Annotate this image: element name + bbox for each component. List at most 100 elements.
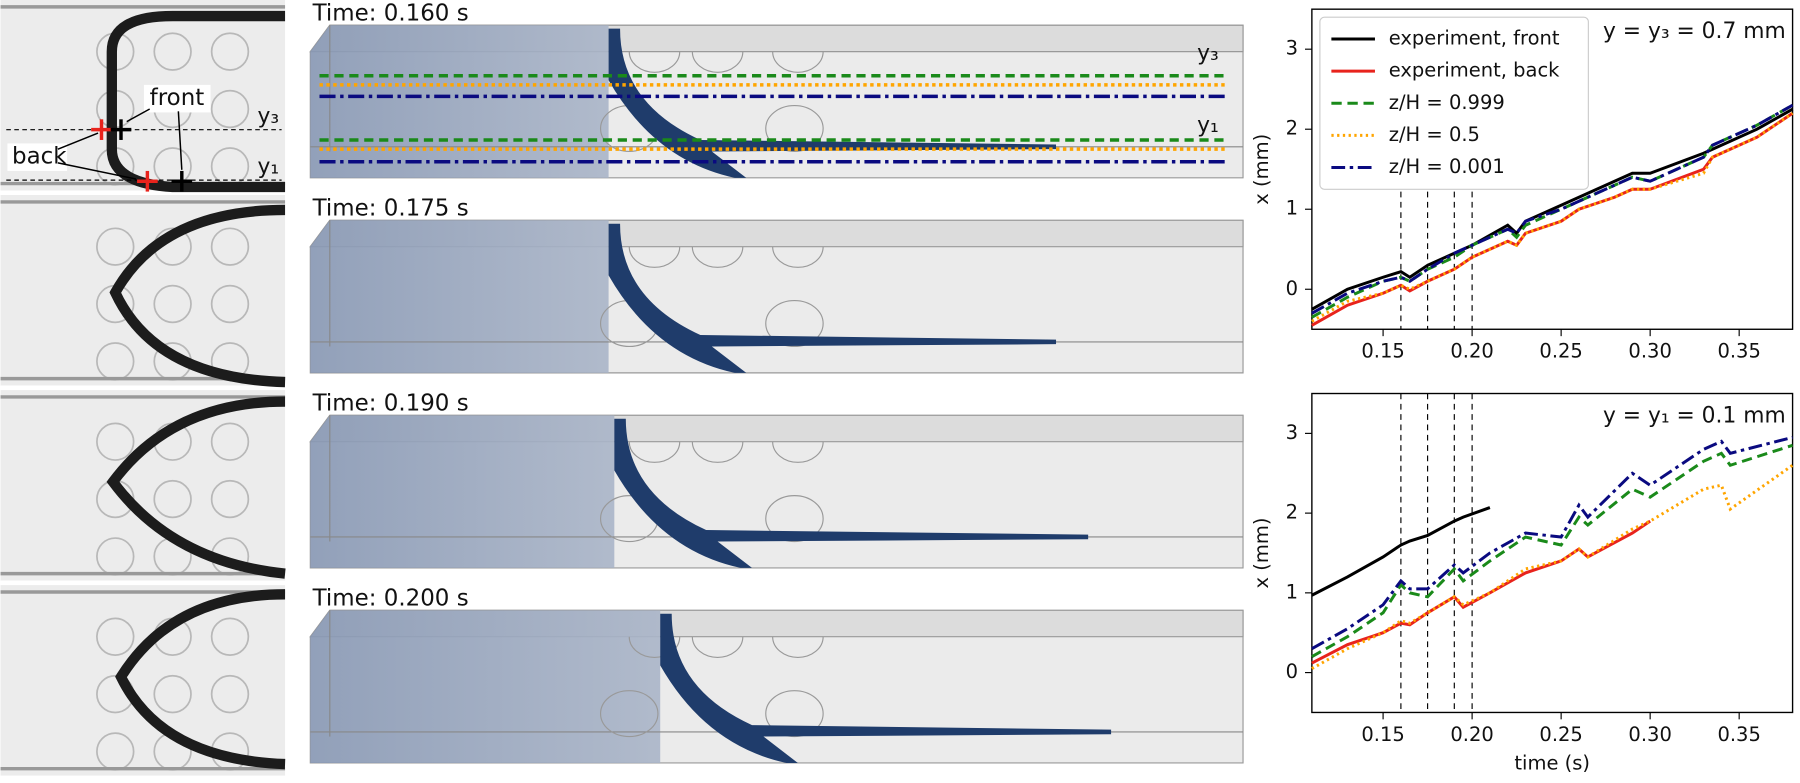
legend-label: experiment, back (1389, 59, 1560, 82)
pillar (628, 636, 681, 658)
pillar (772, 51, 824, 73)
series-line (1311, 111, 1794, 323)
micrograph-bg (0, 585, 286, 776)
pillar (153, 479, 192, 519)
pillar (628, 441, 681, 463)
pillar (210, 32, 250, 71)
filled-region (310, 25, 609, 178)
series-line (1311, 435, 1793, 650)
time-label: Time: 0.175 s (312, 195, 469, 221)
filled-region (310, 610, 661, 763)
label: back (12, 144, 67, 170)
simulation-panels: Time: 0.160 s Time: 0.175 s Time: 0.190 s T… (309, 0, 1244, 764)
legend-label: z/H = 0.001 (1389, 155, 1505, 178)
liquid (660, 613, 1112, 763)
meniscus (115, 589, 286, 770)
label: y₃ (258, 104, 280, 129)
y-tick-label: 2 (1286, 117, 1298, 140)
micrographs: front back y₃ y₁ (0, 0, 286, 776)
y-axis-label: x (mm) (1250, 134, 1273, 205)
filled-region (310, 220, 609, 373)
chart: 0 1 2 3 0.15 0.20 0.25 0.30 0.35 y = y₃ = 0.7 mm x… (1250, 8, 1794, 363)
pillar (765, 690, 824, 738)
y-tick-label: 1 (1286, 197, 1298, 220)
liquid (614, 418, 1089, 568)
x-tick-label: 0.35 (1717, 723, 1760, 746)
x-tick-label: 0.15 (1361, 340, 1404, 363)
pillar (210, 227, 250, 266)
micrograph-bg (0, 390, 286, 581)
pillar (772, 441, 824, 463)
x-tick-label: 0.35 (1717, 340, 1760, 363)
chart: 0 1 2 3 0.15 0.20 0.25 0.30 0.35 y = y₁ = 0.1 mm x… (1250, 392, 1794, 775)
annotation: y = y₁ = 0.1 mm (1603, 403, 1786, 428)
meniscus (109, 204, 286, 388)
x-tick-label: 0.30 (1628, 723, 1671, 746)
series-line (1311, 103, 1794, 315)
pillar (628, 51, 681, 73)
pillar (691, 636, 744, 658)
pillar (153, 32, 192, 71)
pillar (96, 617, 135, 656)
x-tick-label: 0.20 (1450, 340, 1493, 363)
pillar (691, 51, 744, 73)
plot-area (1311, 392, 1794, 714)
x-tick-label: 0.15 (1361, 723, 1404, 746)
time-label: Time: 0.190 s (312, 390, 469, 416)
pillar (772, 636, 824, 658)
legend-label: z/H = 0.5 (1389, 123, 1480, 146)
legend-label: experiment, front (1389, 27, 1560, 50)
x-tick-label: 0.25 (1539, 723, 1582, 746)
series-line (1311, 443, 1794, 658)
pillar (691, 246, 744, 268)
label-bg (143, 84, 211, 113)
pillar (210, 674, 250, 714)
pillar (765, 300, 824, 348)
y-tick-label: 0 (1286, 660, 1298, 683)
pillar (765, 495, 824, 543)
legend-label: z/H = 0.999 (1389, 91, 1505, 114)
micrograph-bg (0, 195, 286, 386)
x-tick-label: 0.30 (1628, 340, 1671, 363)
y-axis-label: x (mm) (1250, 518, 1273, 589)
pillar (210, 422, 250, 461)
pillar (772, 246, 824, 268)
annotation: y = y₃ = 0.7 mm (1603, 19, 1786, 44)
series-line (1311, 506, 1491, 597)
pillar (96, 422, 135, 461)
y-tick-label: 0 (1286, 277, 1298, 300)
pillar (96, 227, 135, 266)
legend (1319, 16, 1589, 190)
label: y₃ (1197, 41, 1219, 66)
liquid (608, 28, 1057, 178)
label-bg (7, 143, 68, 171)
charts: 0 1 2 3 0.15 0.20 0.25 0.30 0.35 y = y₃ = 0.7 mm x… (1250, 8, 1794, 775)
y-tick-label: 2 (1286, 501, 1298, 524)
pillar (210, 89, 250, 129)
pillar (210, 617, 250, 656)
label: y₁ (1197, 113, 1219, 138)
label: y₁ (258, 155, 280, 180)
pillar (210, 479, 250, 519)
y-tick-label: 3 (1286, 421, 1298, 444)
meniscus (106, 396, 286, 579)
pillar (765, 104, 824, 153)
arrow (57, 108, 183, 180)
filled-region (310, 415, 615, 568)
pillar (628, 246, 681, 268)
label: front (150, 85, 205, 111)
pillar (691, 441, 744, 463)
y-tick-label: 3 (1286, 37, 1298, 60)
pillar (210, 284, 250, 324)
pillar (599, 690, 659, 738)
x-tick-label: 0.20 (1450, 723, 1493, 746)
liquid (608, 223, 1057, 373)
y-tick-label: 1 (1286, 580, 1298, 603)
time-label: Time: 0.160 s (312, 0, 469, 26)
x-axis-label: time (s) (1514, 752, 1590, 775)
x-tick-label: 0.25 (1539, 340, 1582, 363)
series-line (1311, 107, 1794, 311)
pillar (153, 284, 192, 324)
time-label: Time: 0.200 s (312, 585, 469, 611)
